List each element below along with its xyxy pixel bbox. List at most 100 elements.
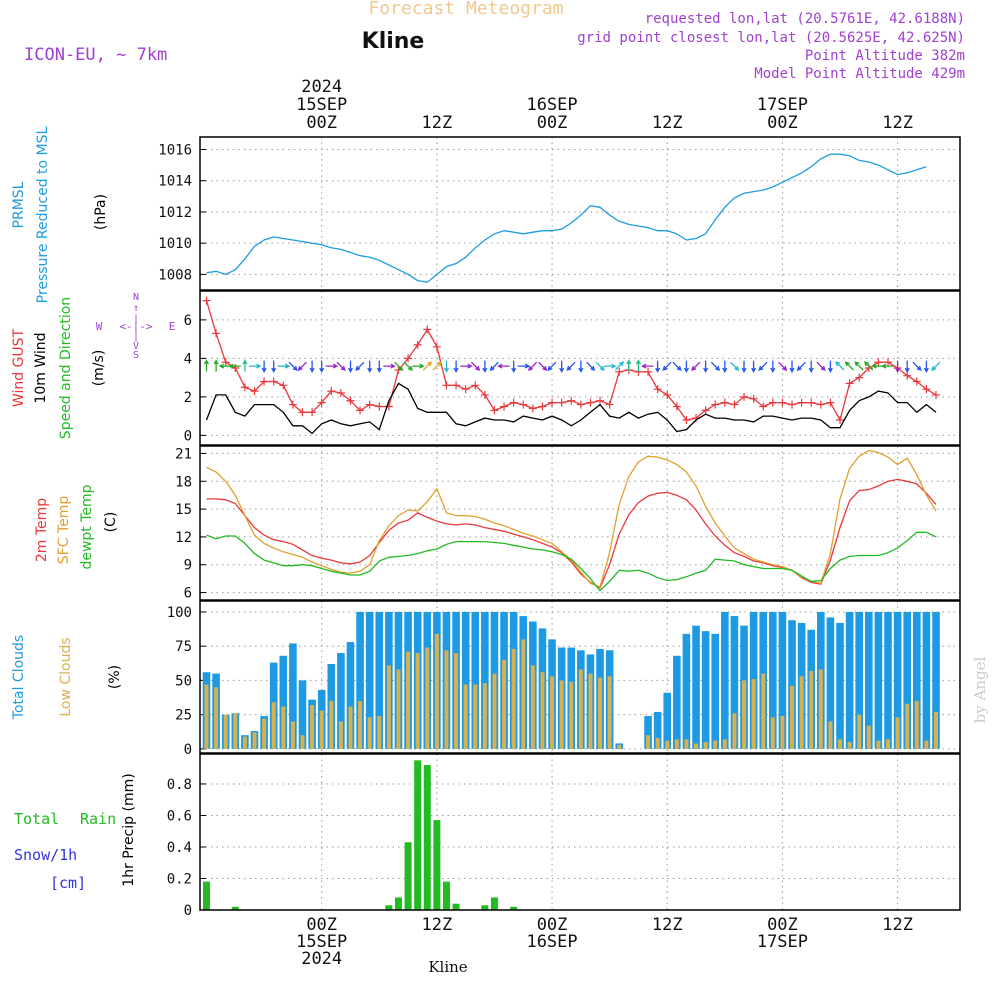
wind-direction-arrow: [626, 359, 632, 372]
y-tick-label: 0.2: [167, 871, 192, 887]
wind-direction-arrow: [796, 361, 806, 371]
low-cloud-bar: [540, 672, 545, 749]
low-cloud-bar: [425, 647, 430, 749]
low-cloud-bar: [223, 714, 228, 749]
closest-coords: grid point closest lon,lat (20.5625E, 42…: [577, 30, 965, 46]
low-cloud-bar: [876, 740, 881, 749]
wind-direction-arrow: [460, 363, 473, 369]
temp-unit-label: (C): [103, 512, 119, 533]
gust-point: [548, 398, 557, 407]
low-cloud-bar: [694, 743, 699, 749]
wind-plot: 0 2 4 6: [184, 290, 961, 446]
low-cloud-bar: [847, 742, 852, 749]
top-time-label: 12Z: [422, 113, 453, 133]
gust-point: [221, 358, 230, 367]
wind-direction-arrow: [348, 360, 353, 373]
y-tick-label: 50: [175, 673, 192, 689]
low-cloud-bar: [473, 684, 478, 749]
y-tick-label: 75: [175, 639, 192, 655]
wind-direction-arrow: [863, 361, 874, 371]
low-cloud-bar: [617, 744, 622, 749]
y-tick-label: 0.8: [167, 777, 192, 793]
wind-direction-arrow: [881, 363, 894, 369]
total-cloud-bar: [721, 611, 729, 749]
total-cloud-bar: [874, 611, 883, 749]
low-cloud-bar: [233, 713, 238, 749]
total-cloud-bar: [836, 622, 844, 749]
gust-point: [413, 340, 422, 349]
low-cloud-bar: [262, 718, 267, 749]
wind-direction-arrow: [383, 363, 396, 369]
compass-s: S: [133, 350, 139, 361]
y-tick-label: 9: [184, 558, 192, 574]
low-cloud-bar: [905, 703, 910, 749]
series-line-prmsl: [206, 153, 927, 283]
wind-direction-arrow: [482, 360, 488, 373]
wind-direction-arrow: [403, 361, 413, 371]
wind-direction-arrow: [710, 361, 721, 371]
wind-direction-arrow: [586, 361, 596, 371]
gust-point: [298, 408, 307, 417]
gust-point: [807, 398, 816, 407]
y-tick-label: 6: [184, 313, 192, 329]
y-tick-label: 1008: [158, 267, 192, 283]
low-cloud-bar: [454, 653, 459, 749]
series-line-dewpt-temp: [206, 531, 937, 592]
low-cloud-bar: [521, 639, 526, 749]
wind-direction-arrow: [730, 361, 740, 371]
low-cloud-bar: [790, 685, 795, 749]
gust-point: [557, 398, 566, 407]
clouds-panel-labels: Total Clouds Low Clouds (%): [11, 635, 123, 720]
wind-direction-arrow: [904, 360, 910, 373]
y-tick-label: 0.6: [167, 808, 192, 824]
y-tick-label: 12: [175, 530, 192, 546]
low-cloud-bar: [406, 651, 411, 749]
gust-point: [816, 400, 825, 409]
bottom-time-label: 12Z: [652, 915, 683, 935]
wind-direction-arrow: [741, 360, 747, 373]
gust-point: [317, 398, 326, 407]
low-cloud-bar: [799, 676, 804, 749]
dewpt-label: dewpt Temp: [79, 484, 95, 569]
clouds-unit-label: (%): [107, 665, 123, 689]
gust-point: [528, 404, 537, 413]
gust-point: [778, 398, 787, 407]
location-title: Kline: [362, 29, 425, 54]
bottom-time-label: 00Z: [767, 915, 798, 935]
wind-direction-arrow: [827, 360, 833, 373]
gust-point: [788, 400, 797, 409]
gust-point: [615, 367, 624, 376]
gust-point: [308, 408, 317, 417]
y-tick-label: 21: [175, 446, 192, 462]
low-cloud-bar: [886, 739, 891, 749]
snow-unit-label: [cm]: [50, 874, 86, 892]
precip-bar: [404, 842, 412, 910]
total-clouds-label: Total Clouds: [11, 635, 27, 720]
total-cloud-bar: [913, 611, 921, 749]
low-cloud-bar: [742, 680, 747, 749]
total-cloud-bar: [289, 643, 297, 749]
wind-direction-arrow: [722, 360, 728, 373]
low-cloud-bar: [329, 700, 334, 749]
low-cloud-bar: [348, 706, 353, 749]
wind-direction-arrow: [277, 363, 291, 369]
bottom-time-label: 17SEP: [757, 932, 808, 952]
panel-frame: [199, 290, 961, 446]
low-cloud-bar: [607, 676, 612, 749]
low-cloud-bar: [828, 721, 833, 749]
gust-point: [480, 390, 489, 399]
gust-point: [874, 358, 883, 367]
gust-point: [240, 383, 249, 392]
gust-point: [365, 400, 374, 409]
low-cloud-bar: [415, 653, 420, 749]
low-cloud-bar: [838, 739, 843, 749]
model-label: ICON-EU, ~ 7km: [24, 45, 167, 65]
gust-point: [471, 381, 480, 390]
wind-direction-arrow: [578, 360, 584, 373]
gust-point: [797, 398, 806, 407]
point-altitude: Point Altitude 382m: [805, 48, 965, 64]
total-cloud-bar: [922, 611, 931, 749]
low-cloud-bar: [914, 700, 919, 749]
wind-direction-arrow: [249, 363, 262, 369]
